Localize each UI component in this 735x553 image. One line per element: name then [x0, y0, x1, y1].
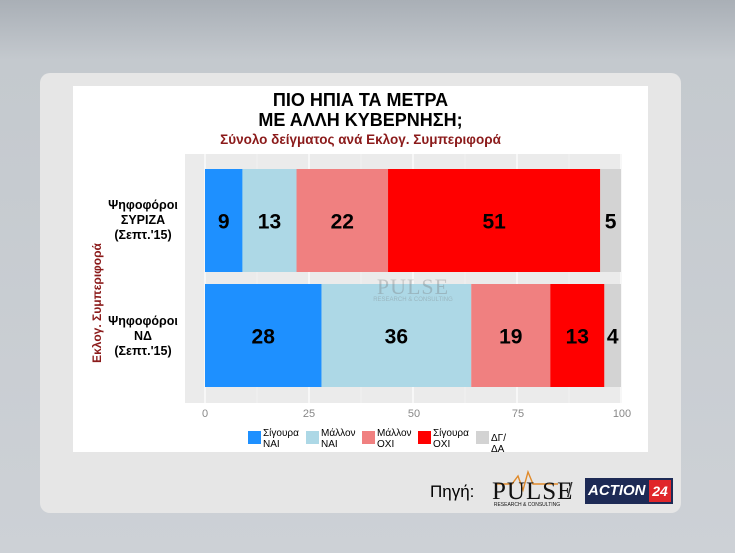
bar-data-label: 51 [482, 211, 506, 234]
legend-label-line: ΝΑΙ [321, 439, 338, 450]
legend-swatch [306, 431, 319, 444]
bar-segment [321, 284, 472, 387]
legend-label-line: ΟΧΙ [433, 439, 451, 450]
action24-logo-number: 24 [649, 480, 671, 502]
legend-label: Μάλλον ΝΑΙ [321, 428, 356, 450]
pulse-logo-text: PULSE [492, 478, 574, 505]
legend-label-line: Σίγουρα [263, 428, 299, 439]
legend-swatch [248, 431, 261, 444]
category-label-line: ΝΔ [133, 329, 152, 343]
x-tick-label: 75 [511, 408, 525, 420]
legend-swatch [476, 431, 489, 444]
legend-label-line: Μάλλον [377, 428, 412, 439]
bar-segment [205, 169, 243, 272]
legend-label: Σίγουρα ΟΧΙ [433, 428, 469, 450]
legend-label-line: ΟΧΙ [377, 439, 395, 450]
action24-logo-text: ACTION [588, 482, 646, 499]
legend-label-line: ΔΓ/ΔΑ [491, 433, 506, 455]
pulse-watermark-sub: RESEARCH & CONSULTING [373, 297, 453, 303]
bar-segment [604, 284, 621, 387]
category-label-line: (Σεπτ.'15) [114, 228, 172, 242]
x-tick-label: 25 [302, 408, 316, 420]
bar-data-label: 28 [252, 326, 276, 349]
bar-segment [205, 284, 322, 387]
pulse-logo-sub: RESEARCH & CONSULTING [493, 502, 561, 508]
plot-area: 9 13 22 51 5 28 36 19 13 4 [185, 154, 622, 403]
source-label: Πηγή: [430, 482, 475, 501]
pulse-logo: PULSE RESEARCH & CONSULTING [492, 470, 574, 508]
bar-data-label: 4 [607, 326, 619, 349]
pulse-wave-icon [496, 470, 558, 493]
category-label-syriza: Ψηφοφόροι ΣΥΡΙΖΑ (Σεπτ.'15) [103, 198, 183, 243]
y-axis-title: Εκλογ. Συμπεριφορά [90, 243, 104, 363]
legend-label: ΔΓ/ΔΑ [491, 433, 506, 455]
bar-segment [296, 169, 389, 272]
legend-label: Σίγουρα ΝΑΙ [263, 428, 299, 450]
category-label-line: ΣΥΡΙΖΑ [120, 213, 166, 227]
category-label-nd: Ψηφοφόροι ΝΔ (Σεπτ.'15) [103, 314, 183, 359]
category-label-line: Ψηφοφόροι [108, 198, 178, 212]
action24-logo: ACTION 24 [585, 478, 673, 504]
bar-data-label: 13 [258, 211, 281, 234]
bar-data-label: 5 [605, 211, 617, 234]
legend-swatch [362, 431, 375, 444]
bar-data-label: 13 [566, 326, 589, 349]
legend: Σίγουρα ΝΑΙ Μάλλον ΝΑΙ Μάλλον ΟΧΙ Σίγουρ… [248, 428, 548, 455]
legend-swatch [418, 431, 431, 444]
bar-segment [600, 169, 621, 272]
chart-panel: ΠΙΟ ΗΠΙΑ ΤΑ ΜΕΤΡΑ ΜΕ ΑΛΛΗ ΚΥΒΕΡΝΗΣΗ; Σύν… [73, 86, 648, 455]
x-tick-label: 100 [612, 408, 632, 420]
chart-title-line1: ΠΙΟ ΗΠΙΑ ΤΑ ΜΕΤΡΑ [272, 90, 449, 110]
legend-label-line: Σίγουρα [433, 428, 469, 439]
pulse-watermark: PULSE [376, 274, 450, 299]
legend-label-line: ΝΑΙ [263, 439, 280, 450]
legend-label: Μάλλον ΟΧΙ [377, 428, 412, 450]
x-tick-label: 0 [201, 408, 209, 420]
bar-data-label: 9 [218, 211, 230, 234]
chart-subtitle: Σύνολο δείγματος ανά Εκλογ. Συμπεριφορά [220, 132, 501, 147]
category-label-line: Ψηφοφόροι [108, 314, 178, 328]
bar-segment [550, 284, 605, 387]
bar-segment [388, 169, 601, 272]
chart-title-line2: ΜΕ ΑΛΛΗ ΚΥΒΕΡΝΗΣΗ; [258, 110, 463, 130]
bar-segment [471, 284, 551, 387]
x-tick-label: 50 [407, 408, 421, 420]
bar-data-label: 36 [385, 326, 408, 349]
logo-separator: / [567, 480, 573, 502]
chart-svg: 9 13 22 51 5 28 36 19 13 4 [204, 154, 622, 403]
category-label-line: (Σεπτ.'15) [114, 344, 172, 358]
bar-segment [242, 169, 297, 272]
bar-data-label: 19 [499, 326, 522, 349]
bar-data-label: 22 [331, 211, 354, 234]
legend-label-line: Μάλλον [321, 428, 356, 439]
